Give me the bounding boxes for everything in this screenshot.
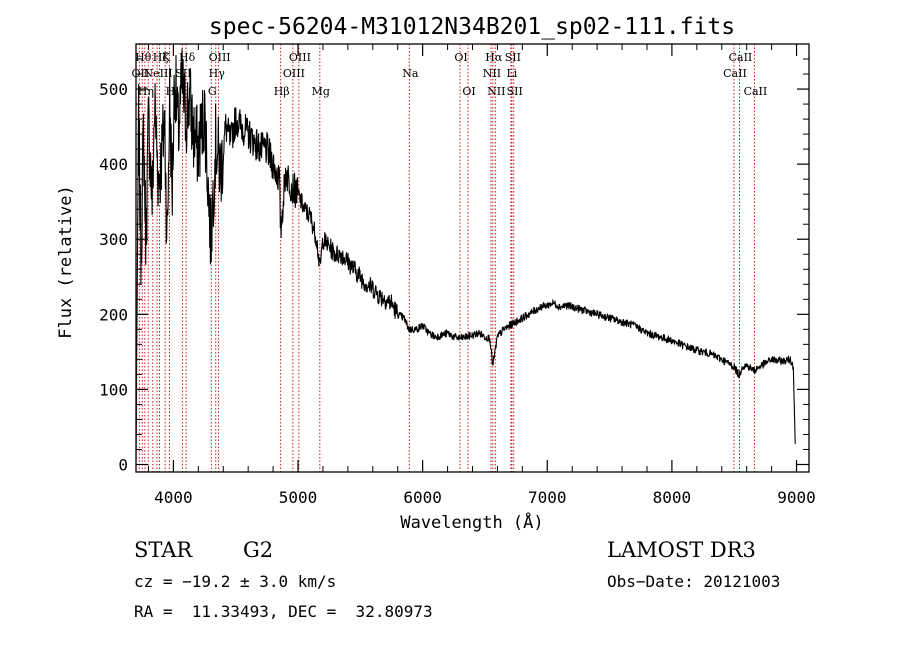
emission-line-label: SII	[175, 67, 191, 80]
redshift-cz: cz = −19.2 ± 3.0 km/s	[134, 572, 337, 591]
y-tick-label: 0	[118, 455, 128, 474]
y-tick-label: 300	[99, 230, 128, 249]
emission-line-label: NII	[487, 85, 505, 98]
emission-line-label: NeIII	[143, 67, 172, 80]
emission-line-label: Hβ	[274, 85, 290, 98]
emission-line-label: Na	[402, 67, 419, 80]
emission-line-label: Hη	[138, 85, 154, 98]
emission-line-labels-layer: OII Hθ Hη NeIII HζK H SII Hδ G Hγ OIII Hβ OIII OIII Mg…	[132, 51, 768, 98]
emission-line-label: Li	[506, 67, 517, 80]
emission-line-label: CaII	[729, 51, 753, 64]
chart-title: spec-56204-M31012N34B201_sp02-111.fits	[209, 14, 735, 40]
object-class: STAR	[134, 538, 193, 562]
emission-line-label: CaII	[744, 85, 768, 98]
observation-date: Obs−Date: 20121003	[607, 572, 781, 591]
emission-line-label: OIII	[289, 51, 311, 64]
emission-line-label: K	[162, 51, 171, 64]
y-axis-title: Flux (relative)	[56, 185, 76, 339]
x-axis-title: Wavelength (Å)	[400, 511, 543, 533]
y-tick-label: 200	[99, 305, 128, 324]
emission-line-label: SII	[505, 51, 521, 64]
y-tick-label: 100	[99, 380, 128, 399]
emission-line-label: Hδ	[179, 51, 196, 64]
spectrum-layer	[135, 48, 796, 461]
spectrum-line	[135, 48, 796, 461]
x-tick-label: 8000	[653, 488, 692, 507]
emission-line-label: Hζ	[153, 51, 169, 64]
y-tick-label: 400	[99, 155, 128, 174]
x-tick-label: 7000	[528, 488, 567, 507]
emission-line-label: OIII	[209, 51, 231, 64]
y-tick-label: 500	[99, 80, 128, 99]
axis-ticks-layer: 4000 5000 6000 7000 8000 9000 0 100 200 300 400 500	[99, 44, 816, 507]
survey-name: LAMOST DR3	[607, 538, 756, 562]
emission-line-label: CaII	[723, 67, 747, 80]
emission-line-label: Mg	[312, 85, 330, 98]
emission-line-label: OI	[454, 51, 467, 64]
x-tick-label: 4000	[154, 488, 193, 507]
emission-line-label: SII	[507, 85, 523, 98]
object-subclass: G2	[243, 538, 274, 562]
emission-lines-layer	[138, 44, 755, 472]
plot-frame	[135, 43, 810, 473]
emission-line-label: Hγ	[209, 67, 226, 80]
coordinates-ra-dec: RA = 11.33493, DEC = 32.80973	[134, 602, 433, 621]
emission-line-label: Hθ	[135, 51, 152, 64]
emission-line-label: G	[208, 85, 217, 98]
emission-line-label: OIII	[283, 67, 305, 80]
emission-line-label: Hα	[485, 51, 503, 64]
emission-line-label: NII	[483, 67, 501, 80]
x-tick-label: 6000	[403, 488, 442, 507]
emission-line-label: H	[166, 85, 176, 98]
emission-line-label: OII	[132, 67, 150, 80]
x-tick-label: 9000	[777, 488, 816, 507]
emission-line-label: OI	[462, 85, 475, 98]
x-tick-label: 5000	[279, 488, 318, 507]
